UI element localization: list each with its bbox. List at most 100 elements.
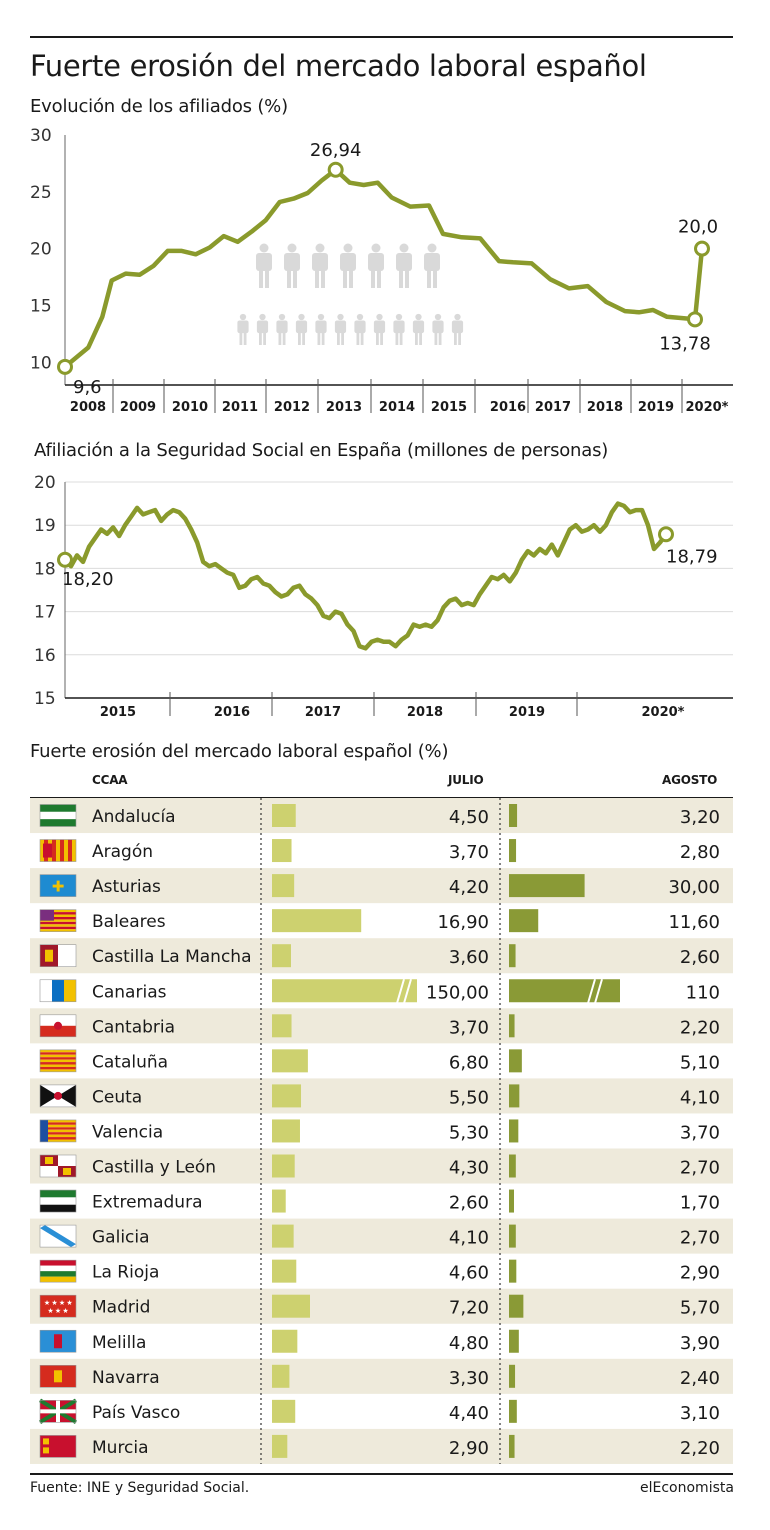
row-stripe xyxy=(30,1288,733,1324)
person-head-icon xyxy=(343,243,353,253)
agosto-value: 3,10 xyxy=(680,1403,720,1424)
person-leg-icon xyxy=(458,332,461,345)
row-stripe xyxy=(30,1428,733,1464)
agosto-value: 3,90 xyxy=(680,1333,720,1354)
julio-bar xyxy=(272,874,295,898)
person-leg-icon xyxy=(259,332,262,345)
flag-stripe xyxy=(58,944,76,967)
julio-bar xyxy=(272,1014,292,1038)
table-row: Galicia 4,10 2,70 xyxy=(30,1218,733,1254)
annotation-low: 13,78 xyxy=(659,333,711,354)
agosto-bar xyxy=(509,979,620,1003)
people-pictogram xyxy=(237,243,464,345)
julio-value: 4,60 xyxy=(449,1263,489,1284)
person-head-icon xyxy=(287,243,297,253)
agosto-bar xyxy=(509,1329,519,1353)
agosto-value: 4,10 xyxy=(680,1087,720,1108)
region-label: Asturias xyxy=(92,877,161,897)
person-leg-icon xyxy=(349,270,353,288)
julio-bar xyxy=(272,1259,297,1283)
agosto-bar xyxy=(509,1259,517,1283)
person-body-icon xyxy=(340,253,356,271)
page-title: Fuerte erosión del mercado laboral españ… xyxy=(30,49,647,83)
agosto-bar xyxy=(509,1399,517,1423)
flag-stripe xyxy=(40,914,76,917)
annotation-peak: 26,94 xyxy=(310,140,362,161)
agosto-bar xyxy=(509,1364,516,1388)
agosto-bar xyxy=(509,874,585,898)
region-label: Extremadura xyxy=(92,1193,203,1213)
agosto-value: 2,90 xyxy=(680,1263,720,1284)
person-leg-icon xyxy=(399,332,403,345)
julio-bar xyxy=(272,979,417,1003)
julio-bar xyxy=(272,1294,310,1318)
star-icon: ★ xyxy=(59,1299,65,1307)
x-tick-label: 2020* xyxy=(686,400,729,415)
agosto-value: 1,70 xyxy=(680,1193,720,1214)
person-leg-icon xyxy=(415,332,418,345)
flag-stripe xyxy=(40,1197,76,1205)
person-leg-icon xyxy=(405,270,409,288)
person-leg-icon xyxy=(302,332,305,345)
person-head-icon xyxy=(259,243,269,253)
flag-border xyxy=(39,1189,77,1213)
person-leg-icon xyxy=(265,270,269,288)
agosto-value: 2,40 xyxy=(680,1368,720,1389)
person-head-icon xyxy=(239,313,247,321)
flag-border xyxy=(39,979,77,1003)
y-tick-label: 10 xyxy=(30,353,52,373)
person-body-icon xyxy=(412,320,425,334)
flag-stripe xyxy=(40,1129,76,1133)
flag-border xyxy=(39,1049,77,1073)
julio-bar xyxy=(272,1399,296,1423)
person-leg-icon xyxy=(287,270,291,288)
agosto-value: 2,20 xyxy=(680,1438,720,1459)
flag-stripe xyxy=(64,979,76,1002)
cross-icon: ✚ xyxy=(52,878,65,896)
flag-border xyxy=(39,1400,77,1423)
table-row: Castilla y León 4,30 2,70 xyxy=(30,1148,733,1184)
person-head-icon xyxy=(371,243,381,253)
bar-break-mark xyxy=(396,978,405,1004)
flag-stripe xyxy=(40,1127,76,1130)
col-header-agosto: AGOSTO xyxy=(662,773,718,787)
flag-triangle xyxy=(58,1084,76,1107)
region-label: La Rioja xyxy=(92,1263,159,1283)
flag-border xyxy=(39,1014,77,1038)
row-stripe xyxy=(30,798,733,834)
person-leg-icon xyxy=(239,332,243,345)
agosto-value: 2,60 xyxy=(680,947,720,968)
flag-border xyxy=(39,839,77,862)
table-row: ★ ★ ★ ★★ ★ ★ Madrid 7,20 5,70 xyxy=(30,1288,733,1324)
flag-border xyxy=(39,1259,77,1283)
x-tick-label: 2018 xyxy=(587,400,623,415)
flag-border xyxy=(39,874,77,897)
flag-stripe xyxy=(68,839,72,862)
chart-afiliados-title: Evolución de los afiliados (%) xyxy=(30,96,288,117)
agosto-value: 3,70 xyxy=(680,1122,720,1143)
table-row: Cantabria 3,70 2,20 xyxy=(30,1008,733,1044)
julio-bar xyxy=(272,944,291,968)
x-tick-label: 2009 xyxy=(120,400,156,415)
julio-value: 3,70 xyxy=(449,1017,489,1038)
table-row: País Vasco 4,40 3,10 xyxy=(38,1398,720,1425)
table-row: La Rioja 4,60 2,90 xyxy=(39,1259,720,1284)
person-leg-icon xyxy=(337,332,340,345)
julio-bar xyxy=(272,804,296,827)
agosto-bar xyxy=(509,804,518,827)
bar-break-mark xyxy=(587,978,596,1004)
person-leg-icon xyxy=(343,270,347,288)
region-label: Andalucía xyxy=(92,807,176,827)
agosto-bar xyxy=(509,944,516,968)
table-row: ✚ Asturias 4,20 30,00 xyxy=(30,868,733,904)
agosto-bar xyxy=(509,1049,522,1073)
chart-seguridad-social: 15 16 17 18 19 20 2015 2016 2017 2018 2019 2020* 18,… xyxy=(34,473,733,720)
agosto-value: 5,70 xyxy=(680,1298,720,1319)
x-tick-label: 2016 xyxy=(214,705,250,720)
region-label: Ceuta xyxy=(92,1087,142,1107)
agosto-value: 2,70 xyxy=(680,1228,720,1249)
region-label: Cataluña xyxy=(92,1052,168,1072)
agosto-bar xyxy=(509,1154,516,1178)
flag-stripe xyxy=(63,1168,71,1175)
table-row: Extremadura 2,60 1,70 xyxy=(39,1189,720,1214)
